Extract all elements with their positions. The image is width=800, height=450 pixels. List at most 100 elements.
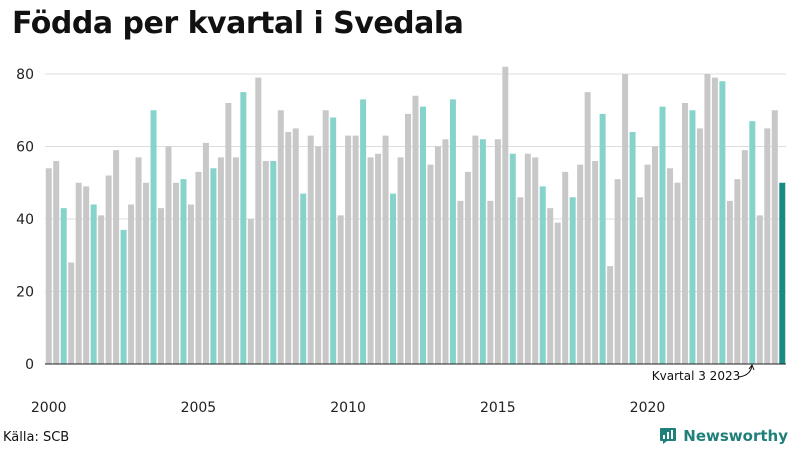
bar <box>300 193 307 365</box>
x-tick-label: 2005 <box>181 400 217 416</box>
annotation-arrow <box>737 365 753 378</box>
bar <box>165 146 172 364</box>
bar <box>659 106 666 365</box>
bar <box>652 146 659 364</box>
y-tick-label: 60 <box>16 140 34 156</box>
bar <box>345 135 352 365</box>
bar <box>187 204 194 364</box>
bar <box>629 132 636 364</box>
bar <box>502 66 509 364</box>
annotation-arrowhead <box>748 363 755 371</box>
bar <box>247 219 254 364</box>
chart-title: Födda per kvartal i Svedala <box>12 6 464 41</box>
bar <box>457 200 464 365</box>
bar <box>382 135 389 365</box>
bar <box>98 215 105 365</box>
bar <box>195 171 202 365</box>
x-axis-ticks: 2000 2005 2010 2015 2020 <box>31 400 665 416</box>
bar <box>427 164 434 365</box>
bar <box>532 157 539 365</box>
bar <box>113 150 120 365</box>
bar-series <box>45 66 786 365</box>
bar <box>60 208 67 365</box>
x-tick-label: 2015 <box>480 400 516 416</box>
x-tick-label: 2000 <box>31 400 67 416</box>
brand-name: Newsworthy <box>683 427 788 445</box>
bar <box>405 113 412 365</box>
bar <box>449 99 456 365</box>
bar <box>105 175 112 364</box>
bar <box>666 168 673 364</box>
bar <box>367 157 374 365</box>
bar <box>135 157 142 365</box>
bar <box>584 92 591 365</box>
bar <box>749 121 756 365</box>
bar <box>210 168 217 364</box>
bar <box>509 153 516 364</box>
bar <box>150 110 157 364</box>
bar <box>330 117 337 364</box>
bar <box>315 146 322 364</box>
bar <box>225 103 232 364</box>
bar <box>337 215 344 365</box>
bar <box>172 182 179 364</box>
bar <box>202 142 209 365</box>
bar <box>255 77 262 365</box>
bar <box>756 215 763 365</box>
bar <box>83 186 90 365</box>
bar <box>472 135 479 365</box>
bar <box>644 164 651 365</box>
newsworthy-logo-icon <box>660 428 677 444</box>
bar <box>517 197 524 364</box>
bar <box>674 182 681 364</box>
x-tick-label: 2020 <box>630 400 666 416</box>
bar <box>569 197 576 364</box>
bar <box>68 262 75 364</box>
annotation-label: Kvartal 3 2023 <box>652 369 740 383</box>
bar <box>390 193 397 365</box>
y-tick-label: 40 <box>16 212 34 228</box>
bar <box>262 161 269 364</box>
bar <box>375 153 382 364</box>
y-axis-ticks: 0 20 40 60 80 <box>16 67 34 373</box>
bar <box>90 204 97 364</box>
bar <box>704 74 711 364</box>
bar <box>696 128 703 365</box>
bar <box>622 74 629 364</box>
annotation: Kvartal 3 2023 <box>652 363 755 383</box>
bar <box>397 157 404 365</box>
bar <box>494 139 501 364</box>
bar <box>360 99 367 365</box>
bar <box>711 77 718 365</box>
bar <box>128 204 135 364</box>
brand-logo: Newsworthy <box>659 427 788 445</box>
bar <box>771 110 778 364</box>
bar <box>726 200 733 365</box>
y-tick-label: 80 <box>16 67 34 83</box>
x-tick-label: 2010 <box>330 400 366 416</box>
bar <box>292 128 299 365</box>
bar <box>614 179 621 365</box>
bar <box>75 182 82 364</box>
y-tick-label: 0 <box>25 357 34 373</box>
bar <box>120 229 127 365</box>
bar <box>240 92 247 365</box>
bar <box>764 128 771 365</box>
bar <box>741 150 748 365</box>
bar <box>217 157 224 365</box>
bar <box>599 113 606 365</box>
bar <box>719 81 726 364</box>
bar <box>270 161 277 364</box>
bar <box>285 132 292 364</box>
bar <box>419 106 426 365</box>
bar <box>232 157 239 365</box>
bar <box>180 179 187 365</box>
bar <box>607 266 614 365</box>
bar <box>562 171 569 365</box>
y-tick-label: 20 <box>16 285 34 301</box>
bar <box>322 110 329 364</box>
bar <box>524 153 531 364</box>
bar <box>487 200 494 365</box>
bar <box>434 146 441 364</box>
